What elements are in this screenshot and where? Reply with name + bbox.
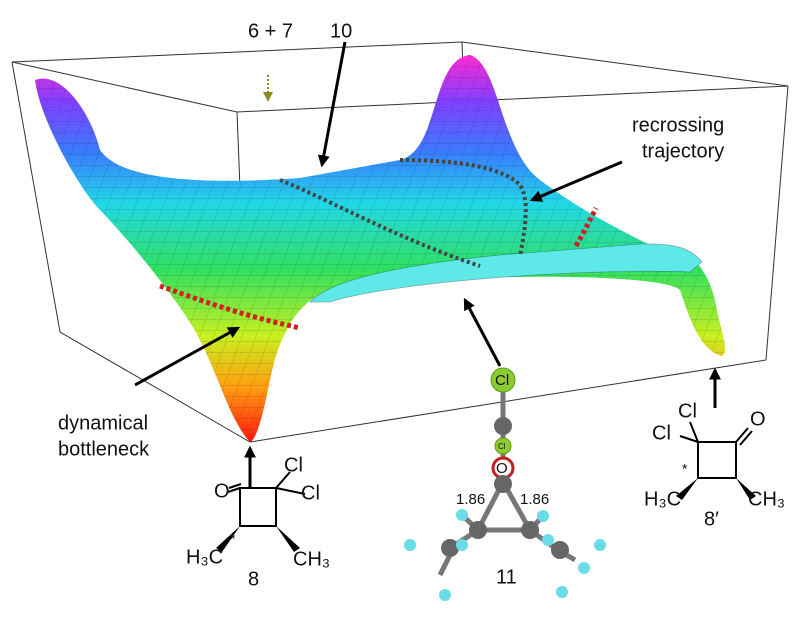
stereo-mark: *	[682, 461, 688, 477]
arrows	[134, 41, 721, 488]
compound-number: 8′	[704, 508, 719, 530]
reactants-label: 6 + 7	[248, 20, 293, 42]
atom-label: CH₃	[293, 548, 330, 570]
atom-label: Cl	[301, 482, 320, 504]
atom-label: O	[750, 408, 766, 430]
bond-distance: 1.86	[520, 491, 549, 508]
stereo-mark: *	[230, 531, 236, 547]
atom-label: H₃C	[644, 488, 681, 510]
atom-label: O	[214, 480, 230, 502]
bottleneck-label: bottleneck	[58, 438, 150, 460]
atom-label: O	[496, 460, 508, 477]
atom-label: Cl	[495, 372, 509, 389]
atom-label: H₃C	[186, 546, 223, 568]
molecule-11: Cl Cl O 1.86 1.86 11	[404, 367, 606, 601]
bond-distance: 1.86	[456, 491, 485, 508]
molecule-8: O Cl Cl * H₃C CH₃ 8	[186, 454, 330, 590]
atom-label: Cl	[678, 400, 697, 422]
atom-label: Cl	[284, 454, 303, 476]
compound-number: 11	[496, 566, 517, 588]
bottleneck-label: dynamical	[58, 412, 148, 434]
molecule-8prime: O Cl Cl * H₃C CH₃ 8′	[644, 400, 785, 530]
labels: 6 + 7 10 recrossing trajectory dynamical…	[58, 20, 724, 460]
compound-number: 8	[248, 568, 259, 590]
recrossing-label: recrossing	[632, 114, 724, 136]
reaction-paths	[159, 158, 599, 331]
atom-label: Cl	[652, 422, 671, 444]
recrossing-label: trajectory	[642, 140, 724, 162]
atom-label: CH₃	[748, 488, 785, 510]
intermediate-label: 10	[330, 20, 352, 42]
atom-label: Cl	[498, 442, 506, 451]
